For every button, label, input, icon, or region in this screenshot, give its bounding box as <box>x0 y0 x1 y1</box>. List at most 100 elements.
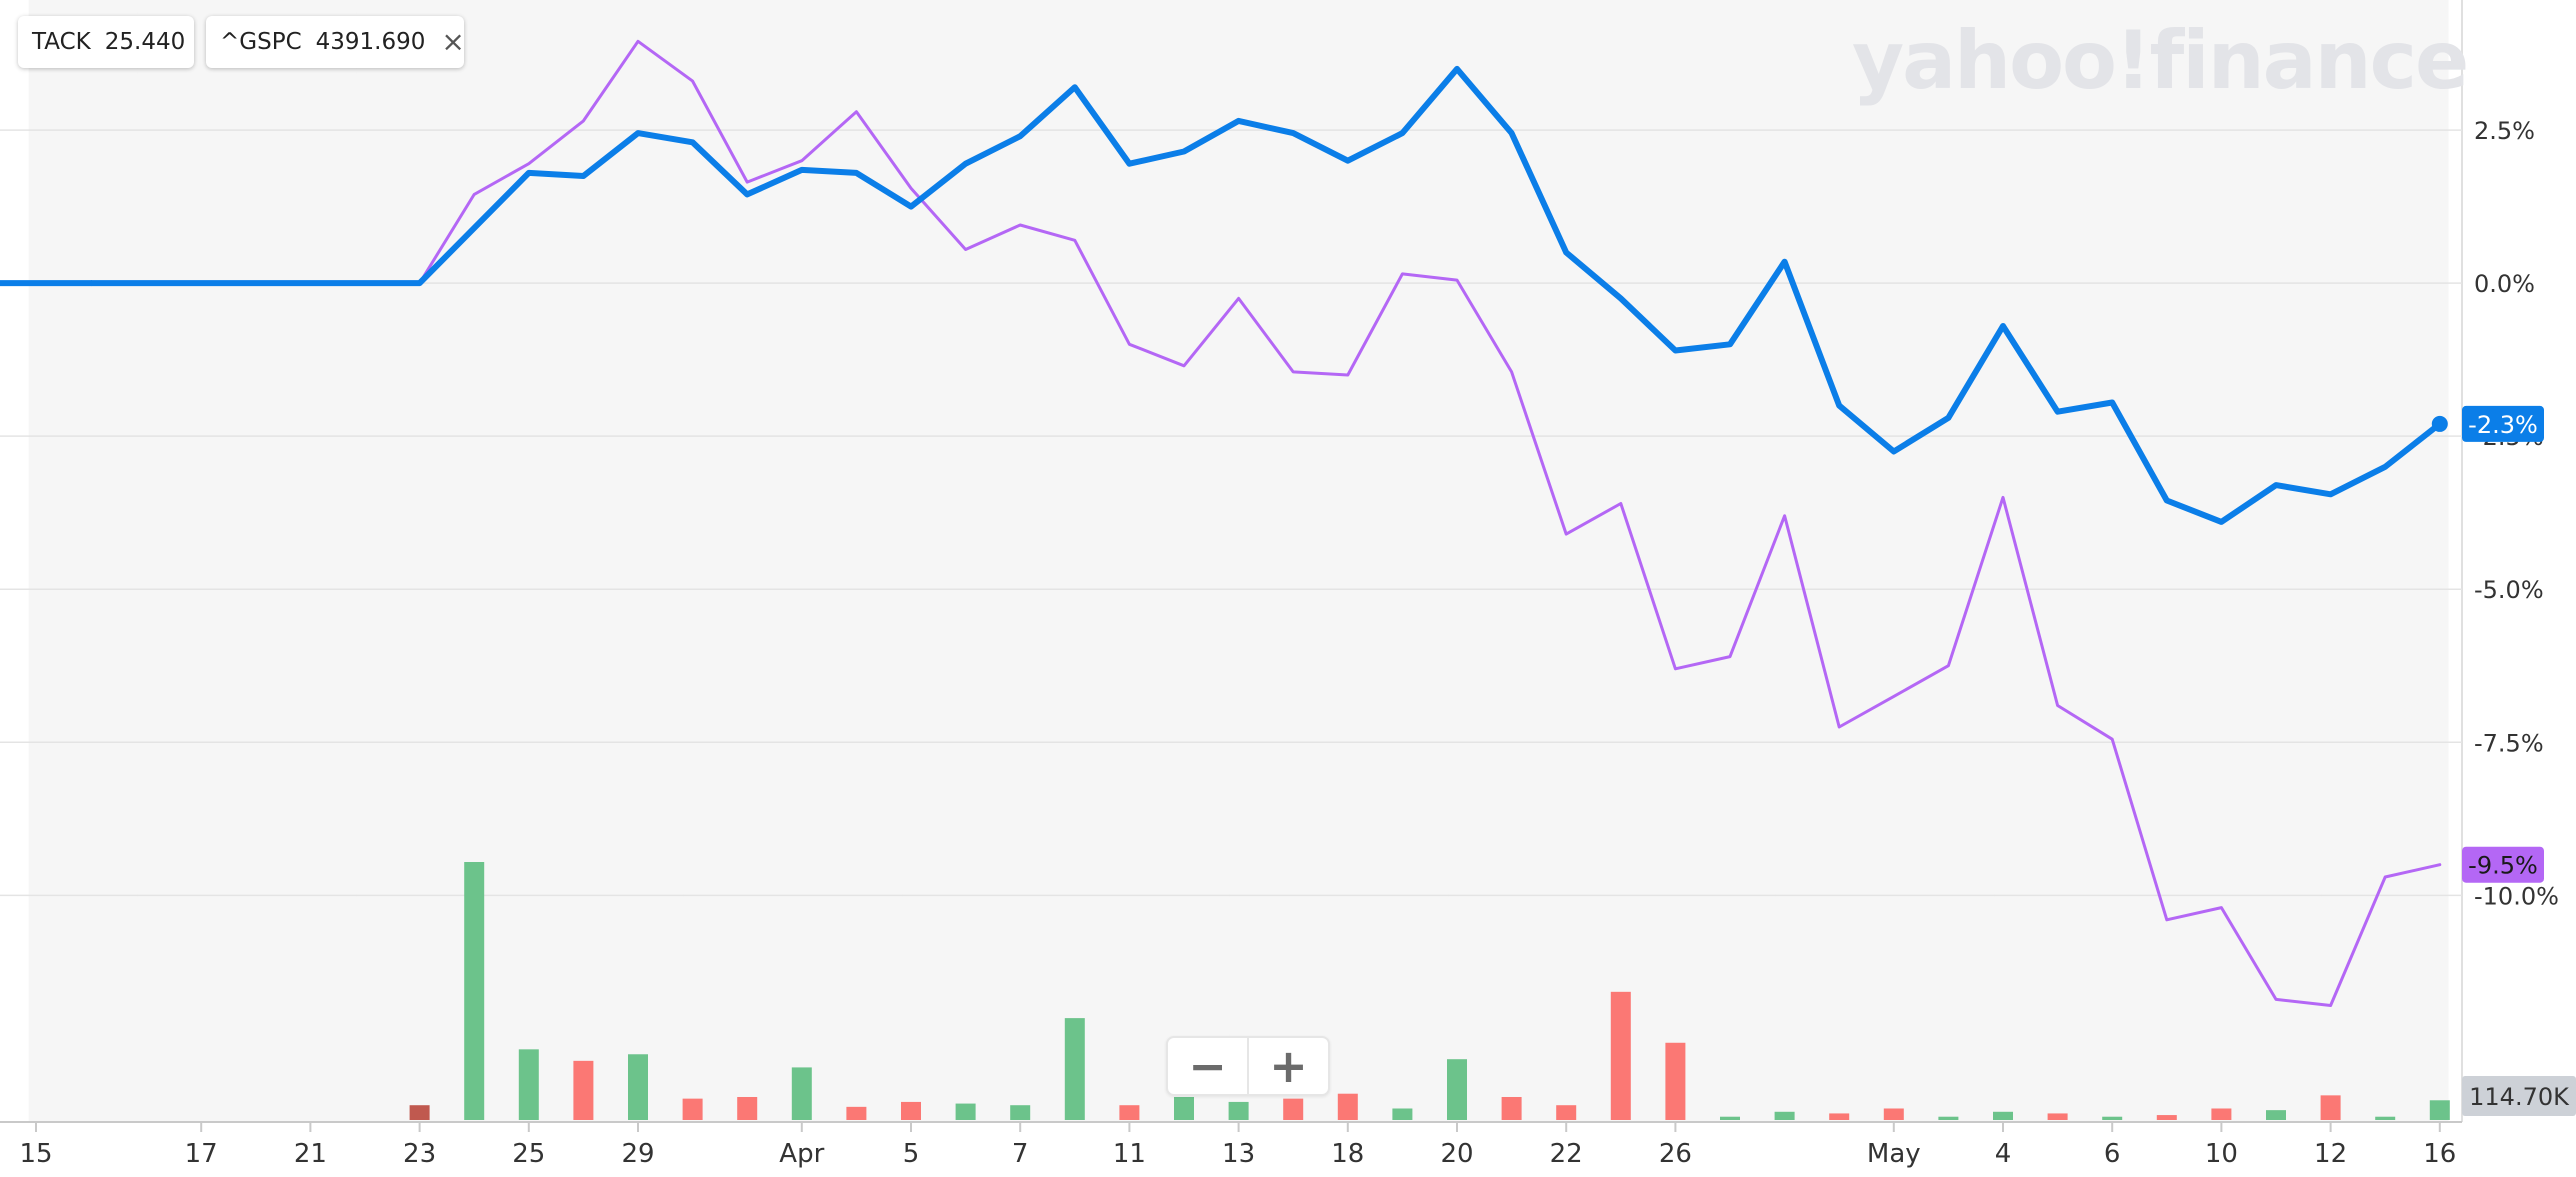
volume-bar <box>2211 1108 2232 1120</box>
volume-bar <box>1774 1111 1795 1120</box>
x-tick-label: 7 <box>1012 1139 1029 1169</box>
band <box>1120 0 1248 1122</box>
x-tick-label: 6 <box>2104 1139 2121 1169</box>
legend-chip-gspc[interactable]: ^GSPC 4391.690 × <box>206 16 464 68</box>
band <box>1885 0 2012 1122</box>
end-label-gspc: -9.5% <box>2462 846 2544 883</box>
volume-bar <box>1447 1059 1467 1120</box>
band <box>247 0 374 1122</box>
x-tick-label: 15 <box>19 1139 52 1169</box>
close-icon[interactable]: × <box>441 25 464 58</box>
end-label-text: -2.3% <box>2468 411 2538 439</box>
x-tick-label: 13 <box>1222 1139 1255 1169</box>
end-label-bg <box>2462 846 2544 883</box>
x-tick-label: 26 <box>1659 1139 1692 1169</box>
x-tick-label: 29 <box>621 1139 654 1169</box>
volume-bar <box>1392 1108 1413 1120</box>
x-tick-label: 4 <box>1995 1139 2012 1169</box>
volume-bar <box>464 862 485 1120</box>
x-tick-label: 25 <box>512 1139 545 1169</box>
volume-bar <box>791 1067 812 1120</box>
band <box>28 0 156 1122</box>
band <box>902 0 1029 1122</box>
volume-bar <box>1665 1042 1686 1120</box>
band <box>1994 0 2121 1122</box>
volume-label-text: 114.70K <box>2469 1083 2570 1111</box>
volume-bar <box>1228 1101 1249 1120</box>
band <box>2103 0 2231 1122</box>
y-tick-label: -7.5% <box>2474 729 2544 757</box>
x-axis: 15 17 21 23 25 29 Apr 5 7 11 13 18 20 22 26 May 4 6 10 12 16 <box>0 1121 2462 1169</box>
band <box>356 0 483 1122</box>
volume-bar <box>2047 1113 2068 1120</box>
volume-label-bg <box>2462 1076 2576 1116</box>
band <box>137 0 265 1122</box>
y-tick-label: 0.0% <box>2474 270 2535 298</box>
zoom-in-button[interactable]: + <box>1269 1039 1308 1093</box>
band <box>574 0 702 1122</box>
volume-bar <box>573 1060 594 1120</box>
end-label-bg <box>2462 405 2544 442</box>
band <box>1229 0 1357 1122</box>
band <box>683 0 811 1122</box>
volume-bar <box>1501 1096 1522 1120</box>
band <box>793 0 920 1122</box>
volume-bar <box>1283 1098 1304 1120</box>
volume-bar <box>1720 1116 1740 1120</box>
x-tick-label: 22 <box>1550 1139 1583 1169</box>
volume-bar <box>2156 1115 2177 1120</box>
band <box>2212 0 2340 1122</box>
volume-bar <box>846 1106 867 1120</box>
y-axis: 2.5%0.0%-2.5%-5.0%-7.5%-10.0% <box>2474 117 2559 910</box>
band <box>1557 0 1685 1122</box>
volume-bar <box>518 1049 539 1120</box>
volume-bar <box>409 1105 430 1120</box>
band <box>465 0 593 1122</box>
horizontal-gridlines <box>0 129 2462 897</box>
volume-bar <box>1064 1018 1085 1120</box>
legend-symbol: TACK <box>32 29 91 55</box>
band <box>1666 0 1794 1122</box>
volume-bar <box>2320 1095 2341 1120</box>
volume-bar <box>2266 1110 2286 1120</box>
series-line-gspc <box>90 39 2442 1007</box>
band <box>2321 0 2449 1122</box>
volume-bar <box>2429 1100 2450 1120</box>
volume-bar <box>628 1054 648 1120</box>
volume-bar <box>1993 1111 2013 1120</box>
volume-bar <box>1174 1096 1194 1120</box>
volume-bar <box>682 1098 703 1120</box>
series-lines <box>0 39 2448 1007</box>
series-end-labels: -2.3% -9.5% 114.70K <box>2462 405 2576 1116</box>
end-label-text: -9.5% <box>2468 852 2538 880</box>
y-tick-label: 2.5% <box>2474 117 2535 145</box>
x-tick-label: Apr <box>779 1139 824 1169</box>
x-tick-label: 17 <box>185 1139 218 1169</box>
series-end-dot <box>2431 415 2448 432</box>
y-axis-panel <box>2462 0 2576 1172</box>
y-tick-label: -10.0% <box>2474 882 2559 910</box>
volume-bar <box>901 1101 921 1120</box>
x-tick-label: 5 <box>903 1139 920 1169</box>
band <box>1339 0 1466 1122</box>
x-tick-label: 16 <box>2423 1139 2456 1169</box>
volume-bar <box>1938 1116 1959 1120</box>
legend-symbol: ^GSPC <box>220 29 302 55</box>
x-tick-label: 12 <box>2314 1139 2347 1169</box>
volume-bar <box>955 1103 976 1120</box>
legend-chip-tack[interactable]: TACK 25.440 <box>18 16 194 68</box>
x-tick-label: 21 <box>294 1139 327 1169</box>
y-tick-label: -5.0% <box>2474 576 2544 604</box>
zoom-out-button[interactable]: − <box>1168 1038 1249 1094</box>
x-tick-label: 18 <box>1331 1139 1364 1169</box>
volume-bar <box>2375 1116 2396 1120</box>
volume-bar <box>1556 1105 1577 1120</box>
volume-bar <box>737 1096 758 1120</box>
series-line-tack <box>89 65 2443 525</box>
volume-label: 114.70K <box>2462 1076 2576 1116</box>
x-tick-label: 11 <box>1113 1139 1146 1169</box>
yahoo-finance-watermark: yahoo!finance <box>1852 14 2469 107</box>
